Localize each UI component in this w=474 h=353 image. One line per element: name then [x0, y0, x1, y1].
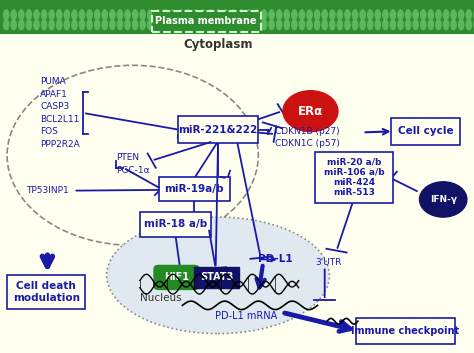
Ellipse shape	[299, 19, 305, 30]
Ellipse shape	[443, 19, 449, 30]
Ellipse shape	[132, 9, 138, 20]
Text: Plasma membrane: Plasma membrane	[155, 16, 257, 26]
Ellipse shape	[41, 19, 47, 30]
Text: IFN-γ: IFN-γ	[430, 195, 456, 204]
Ellipse shape	[306, 19, 313, 30]
Circle shape	[419, 182, 467, 217]
Ellipse shape	[26, 19, 32, 30]
FancyBboxPatch shape	[194, 267, 239, 288]
Ellipse shape	[337, 9, 343, 20]
Ellipse shape	[405, 19, 411, 30]
Ellipse shape	[230, 19, 237, 30]
FancyBboxPatch shape	[315, 152, 393, 203]
Ellipse shape	[101, 9, 108, 20]
Ellipse shape	[117, 9, 123, 20]
Ellipse shape	[177, 9, 184, 20]
Ellipse shape	[177, 19, 184, 30]
Text: Nucleus: Nucleus	[140, 293, 182, 303]
Text: PD-L1: PD-L1	[258, 255, 293, 264]
Ellipse shape	[10, 9, 17, 20]
FancyBboxPatch shape	[140, 212, 211, 237]
Text: miR-18 a/b: miR-18 a/b	[144, 219, 207, 229]
Text: 3'UTR: 3'UTR	[315, 258, 342, 268]
Ellipse shape	[329, 19, 336, 30]
Ellipse shape	[132, 19, 138, 30]
Ellipse shape	[435, 9, 442, 20]
Text: CDKN1B (p27)
CDKN1C (p57): CDKN1B (p27) CDKN1C (p57)	[275, 127, 340, 148]
Ellipse shape	[352, 19, 358, 30]
Ellipse shape	[412, 9, 419, 20]
Ellipse shape	[435, 19, 442, 30]
Ellipse shape	[3, 9, 9, 20]
Ellipse shape	[18, 9, 25, 20]
Text: miR-19a/b: miR-19a/b	[164, 184, 224, 194]
Ellipse shape	[56, 19, 63, 30]
Ellipse shape	[359, 9, 366, 20]
Ellipse shape	[306, 9, 313, 20]
Ellipse shape	[64, 9, 70, 20]
Ellipse shape	[443, 9, 449, 20]
FancyBboxPatch shape	[391, 118, 460, 145]
Ellipse shape	[94, 9, 100, 20]
Ellipse shape	[41, 9, 47, 20]
Ellipse shape	[48, 9, 55, 20]
Ellipse shape	[155, 19, 161, 30]
Ellipse shape	[208, 9, 214, 20]
Ellipse shape	[86, 19, 93, 30]
Ellipse shape	[344, 19, 351, 30]
Ellipse shape	[390, 9, 396, 20]
Ellipse shape	[162, 19, 169, 30]
Ellipse shape	[261, 19, 267, 30]
Text: miR-20 a/b
miR-106 a/b
miR-424
miR-513: miR-20 a/b miR-106 a/b miR-424 miR-513	[324, 157, 384, 197]
Text: PTEN
PGC-1α: PTEN PGC-1α	[116, 154, 150, 175]
Ellipse shape	[3, 19, 9, 30]
Ellipse shape	[344, 9, 351, 20]
Ellipse shape	[450, 19, 457, 30]
Ellipse shape	[94, 19, 100, 30]
Ellipse shape	[359, 19, 366, 30]
Ellipse shape	[246, 9, 252, 20]
Ellipse shape	[185, 19, 191, 30]
Ellipse shape	[321, 19, 328, 30]
Ellipse shape	[170, 19, 176, 30]
Text: Cell death
modulation: Cell death modulation	[13, 281, 80, 303]
Ellipse shape	[192, 19, 199, 30]
Ellipse shape	[79, 9, 85, 20]
Text: Cell cycle: Cell cycle	[398, 126, 453, 137]
Ellipse shape	[390, 19, 396, 30]
Ellipse shape	[10, 19, 17, 30]
Ellipse shape	[405, 9, 411, 20]
Ellipse shape	[283, 19, 290, 30]
Ellipse shape	[420, 19, 427, 30]
Ellipse shape	[71, 19, 78, 30]
Ellipse shape	[64, 19, 70, 30]
FancyBboxPatch shape	[152, 11, 261, 32]
Ellipse shape	[246, 19, 252, 30]
Ellipse shape	[458, 9, 465, 20]
Ellipse shape	[155, 9, 161, 20]
Ellipse shape	[291, 19, 298, 30]
Ellipse shape	[170, 9, 176, 20]
Text: STAT3: STAT3	[200, 273, 234, 282]
Text: Cytoplasm: Cytoplasm	[183, 38, 253, 50]
Ellipse shape	[465, 19, 472, 30]
Ellipse shape	[412, 19, 419, 30]
Ellipse shape	[276, 19, 283, 30]
Ellipse shape	[124, 9, 131, 20]
Ellipse shape	[208, 19, 214, 30]
Ellipse shape	[223, 19, 229, 30]
Ellipse shape	[238, 9, 245, 20]
Text: Immune checkpoint: Immune checkpoint	[351, 326, 459, 336]
Ellipse shape	[18, 19, 25, 30]
Text: TP53INP1: TP53INP1	[26, 186, 69, 195]
Ellipse shape	[299, 9, 305, 20]
Ellipse shape	[86, 9, 93, 20]
Ellipse shape	[147, 19, 154, 30]
Ellipse shape	[268, 9, 275, 20]
Ellipse shape	[238, 19, 245, 30]
Text: ERα: ERα	[298, 105, 323, 118]
Ellipse shape	[26, 9, 32, 20]
Bar	[0, 0, 474, 34]
Ellipse shape	[397, 19, 404, 30]
Ellipse shape	[101, 19, 108, 30]
